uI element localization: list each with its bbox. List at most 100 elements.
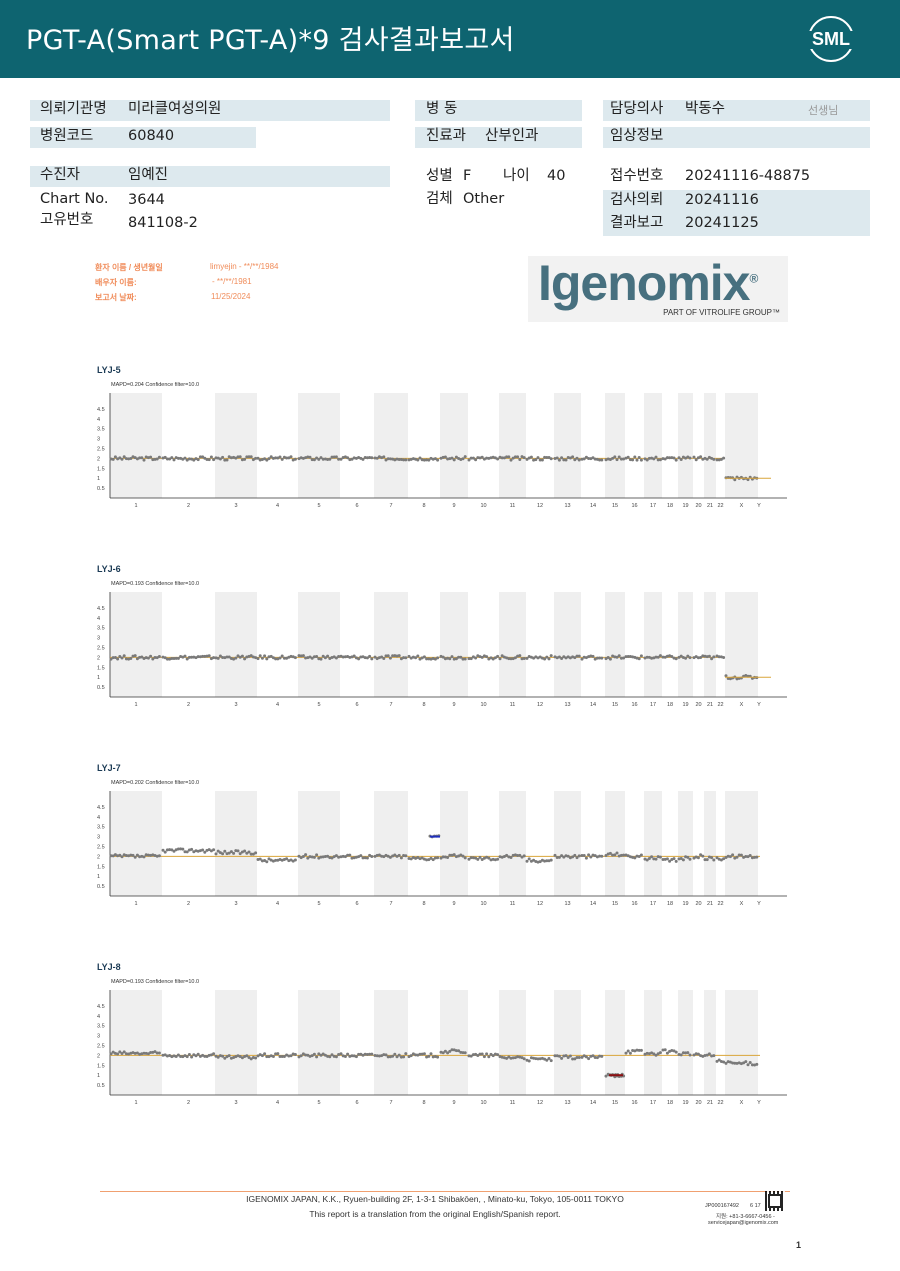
copy-number-point [274, 858, 278, 862]
copy-number-point [654, 857, 658, 861]
copy-number-point [109, 854, 113, 858]
copy-number-point [382, 657, 386, 661]
copy-number-point [525, 457, 529, 461]
copy-number-point [505, 853, 509, 857]
copy-number-point [138, 456, 142, 460]
copy-number-point [267, 857, 271, 861]
chromosome-band [110, 592, 162, 697]
test-request-value: 20241116 [685, 192, 759, 208]
copy-number-point [306, 856, 310, 860]
x-tick-label: 9 [452, 503, 455, 509]
copy-number-point [238, 455, 242, 459]
copy-number-point [568, 1054, 572, 1058]
copy-number-point [425, 858, 429, 862]
y-tick-label: 1.5 [97, 665, 105, 671]
copy-number-point [733, 478, 737, 482]
copy-number-point [613, 853, 617, 857]
copy-number-point [229, 850, 233, 854]
copy-number-point [584, 455, 588, 459]
copy-number-point [591, 456, 595, 460]
copy-number-point [402, 1055, 406, 1059]
copy-number-point [365, 856, 369, 860]
copy-number-point [595, 1056, 599, 1060]
copy-number-point [124, 657, 128, 661]
copy-number-point [694, 655, 698, 659]
copy-number-point [527, 1059, 531, 1063]
x-tick-label: 6 [355, 901, 358, 907]
x-tick-label: 9 [452, 901, 455, 907]
copy-number-point [207, 654, 211, 658]
copy-number-point [157, 854, 161, 858]
copy-number-point [328, 457, 332, 461]
copy-number-point [562, 458, 566, 462]
copy-number-point [587, 456, 591, 460]
copy-number-point [672, 1049, 676, 1053]
copy-number-point [263, 859, 267, 863]
copy-number-point [520, 657, 524, 661]
copy-number-point [688, 1053, 692, 1057]
copy-number-point [637, 455, 641, 459]
copy-number-point [209, 455, 213, 459]
chart-title: LYJ-5 [97, 365, 121, 375]
copy-number-point [269, 654, 273, 658]
copy-number-point [591, 654, 595, 658]
copy-number-point [681, 858, 685, 862]
copy-number-point [227, 1054, 231, 1058]
copy-number-point [527, 857, 531, 861]
copy-number-point [661, 858, 665, 862]
copy-number-point [330, 455, 334, 459]
copy-number-point [491, 1054, 495, 1058]
chromosome-band [499, 791, 526, 896]
x-tick-label: 7 [389, 702, 392, 708]
copy-number-point [635, 1048, 639, 1052]
copy-number-point [153, 1050, 157, 1054]
chromosome-band [704, 990, 716, 1095]
copy-number-point [135, 1051, 139, 1055]
patient-bar [30, 166, 390, 187]
copy-number-point [608, 851, 612, 855]
copy-number-point [658, 654, 662, 658]
copy-number-point [337, 457, 341, 461]
x-tick-label: 18 [667, 901, 673, 907]
copy-number-point [679, 856, 683, 860]
copy-number-point [354, 1055, 358, 1059]
copy-number-point [370, 456, 374, 460]
copy-number-point [670, 1048, 674, 1052]
copy-number-point [728, 855, 732, 859]
igenomix-tagline: PART OF VITROLIFE GROUP™ [663, 308, 780, 317]
y-tick-label: 3.5 [97, 1024, 105, 1030]
x-tick-label: 9 [452, 1100, 455, 1106]
copy-number-point [661, 457, 665, 461]
copy-number-point [393, 1052, 397, 1056]
copy-number-point [608, 657, 612, 661]
copy-number-point [677, 1053, 681, 1057]
copy-number-point [582, 853, 586, 857]
y-tick-label: 2.5 [97, 646, 105, 652]
copy-number-point [343, 655, 347, 659]
copy-number-point [500, 456, 504, 460]
copy-number-point [363, 1052, 367, 1056]
cnv-chart-lyj-6: LYJ-6 MAPD=0.193 Confidence filter=10.0 4.… [97, 564, 787, 708]
copy-number-point [395, 654, 399, 658]
copy-number-point [140, 655, 144, 659]
chart-subtitle: MAPD=0.204 Confidence filter=10.0 [111, 382, 199, 388]
copy-number-point [688, 857, 692, 861]
chromosome-band [374, 393, 408, 498]
copy-number-point [529, 455, 533, 459]
y-tick-label: 1.5 [97, 466, 105, 472]
copy-number-point [297, 654, 301, 658]
chromosome-band [110, 990, 162, 1095]
copy-number-point [377, 853, 381, 857]
copy-number-point [622, 457, 626, 461]
copy-number-point [260, 656, 264, 660]
copy-number-point [633, 455, 637, 459]
x-tick-label: 3 [234, 702, 237, 708]
copy-number-point [436, 458, 440, 462]
copy-number-point [120, 457, 124, 461]
x-tick-label: 12 [537, 1100, 543, 1106]
y-tick-label: 1.5 [97, 864, 105, 870]
y-tick-label: 4.5 [97, 407, 105, 413]
copy-number-point [183, 456, 187, 460]
copy-number-point [480, 857, 484, 861]
copy-number-point [712, 457, 716, 461]
